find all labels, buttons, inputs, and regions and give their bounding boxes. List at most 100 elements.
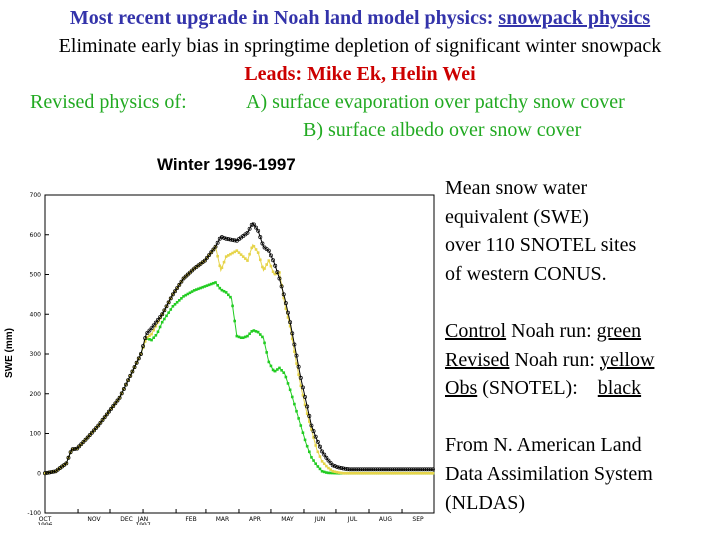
revised-point (348, 471, 352, 475)
revised-point (410, 471, 413, 475)
control-point (197, 287, 200, 291)
obs-point (145, 330, 150, 335)
obs-point (94, 425, 99, 430)
obs-point (51, 469, 56, 474)
revised-point (412, 471, 416, 475)
obs-point (102, 415, 107, 420)
revised-point (337, 471, 341, 474)
obs-point (290, 331, 295, 336)
control-point (150, 338, 153, 342)
revised-point (429, 471, 433, 475)
revised-point (350, 471, 354, 475)
control-point (278, 366, 281, 370)
revised-point (346, 471, 349, 475)
revised-point (290, 337, 294, 341)
revised-point (303, 403, 307, 407)
obs-point (45, 470, 50, 475)
revised-point (314, 444, 318, 447)
revised-point (239, 253, 243, 256)
obs-point (222, 235, 226, 240)
obs-point (328, 460, 333, 465)
obs-point (388, 467, 393, 472)
obs-point (111, 404, 116, 409)
control-point (265, 351, 268, 354)
obs-point (392, 467, 397, 472)
obs-point (81, 439, 86, 444)
obs-point (364, 467, 369, 472)
y-tick-label: 700 (30, 192, 42, 199)
obs-point (352, 467, 357, 472)
obs-point (318, 444, 322, 449)
obs-point (173, 289, 177, 294)
revised-point (376, 471, 379, 475)
revised-point (363, 471, 367, 475)
revised-point (395, 471, 398, 475)
obs-point (266, 248, 271, 253)
obs-point (298, 375, 303, 380)
revised-point (263, 267, 266, 270)
control-point (216, 284, 219, 287)
obs-point (418, 467, 423, 472)
obs-point (356, 467, 361, 472)
obs-point (209, 250, 214, 255)
chart-title: Winter 1996-1997 (157, 155, 296, 174)
obs-point (349, 467, 354, 472)
revised-point (401, 471, 405, 475)
y-tick-label: -100 (27, 510, 41, 517)
control-point (177, 299, 181, 302)
revised-point (414, 471, 418, 475)
snowpack-physics-link[interactable]: snowpack physics (498, 7, 651, 29)
obs-point (96, 423, 101, 428)
obs-point (177, 282, 182, 287)
obs-point (409, 467, 414, 472)
revised-point (325, 464, 328, 468)
obs-point (341, 466, 346, 471)
obs-point (296, 364, 301, 369)
y-tick-label: 300 (30, 351, 42, 358)
obs-point (251, 222, 256, 227)
revised-point (425, 471, 428, 475)
control-point (267, 360, 271, 364)
obs-point (405, 467, 410, 472)
obs-point (113, 401, 118, 406)
obs-point (219, 235, 224, 240)
obs-point (153, 320, 158, 325)
plot-frame (44, 194, 435, 514)
obs-point (413, 467, 418, 472)
y-tick-label: 200 (30, 391, 42, 398)
revised-point (352, 471, 356, 475)
obs-point (141, 344, 145, 348)
revised-point (344, 471, 347, 475)
revised-point (320, 460, 324, 463)
obs-point (313, 434, 318, 439)
control-point (293, 402, 296, 406)
revised-point (154, 324, 158, 328)
y-tick-label: 500 (30, 272, 42, 279)
legend-obs: Obs (SNOTEL): black (445, 377, 642, 400)
obs-point (399, 467, 403, 472)
obs-point (335, 464, 339, 469)
revised-point (354, 471, 358, 475)
control-point (286, 382, 290, 385)
obs-point (339, 466, 344, 470)
control-point (320, 469, 324, 473)
control-point (163, 317, 166, 321)
control-point (184, 293, 187, 297)
control-point (241, 336, 245, 340)
revised-point (310, 428, 313, 431)
obs-point (268, 253, 273, 258)
obs-point (149, 326, 154, 331)
obs-point (115, 398, 120, 403)
y-tick-label: 0 (37, 470, 41, 477)
control-point (218, 286, 222, 290)
obs-point (213, 244, 218, 249)
obs-point (403, 467, 408, 472)
obs-point (109, 406, 114, 411)
revised-point (273, 272, 277, 276)
obs-point (360, 467, 365, 472)
obs-point (347, 467, 352, 472)
obs-point (384, 467, 388, 472)
control-point (305, 444, 309, 448)
y-axis-label: SWE (mm) (4, 328, 15, 378)
revised-point (156, 320, 160, 324)
